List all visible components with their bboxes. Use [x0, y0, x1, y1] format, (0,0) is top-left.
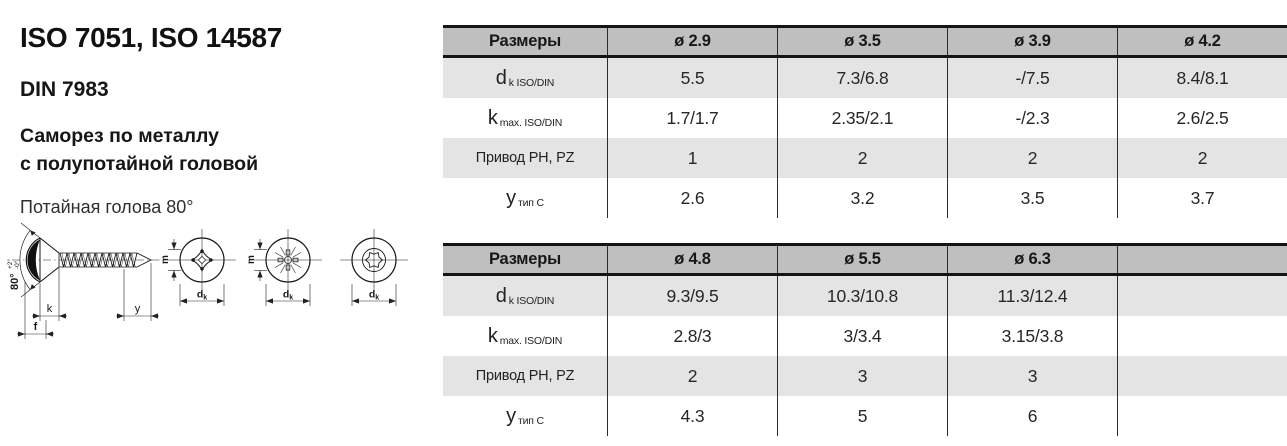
table-cell: 2.35/2.1 — [777, 98, 947, 138]
row-label-y: y тип C — [506, 404, 544, 428]
torx-head-view — [340, 229, 408, 306]
screw-drawing-svg: 80° +2° -0° k f y — [6, 222, 408, 339]
angle-label: 80° — [9, 273, 21, 290]
table-cell: 2.6/2.5 — [1117, 98, 1287, 138]
dim-label-dk-torx: dk — [369, 289, 379, 302]
table-1-header-d39: ø 3.9 — [947, 28, 1117, 55]
table-2-row-kmax: k max. ISO/DIN 2.8/3 3/3.4 3.15/3.8 — [443, 316, 1287, 356]
screw-technical-drawing: 80° +2° -0° k f y — [2, 220, 432, 380]
table-cell: -/7.5 — [947, 58, 1117, 98]
table-cell: 3.2 — [777, 178, 947, 218]
table-2-header-empty — [1117, 246, 1287, 273]
dim-label-m-pz: m — [246, 255, 257, 264]
table-cell: -/2.3 — [947, 98, 1117, 138]
head-angle-dimension — [19, 222, 60, 298]
table-cell — [1117, 356, 1287, 396]
table-cell: 3 — [777, 356, 947, 396]
angle-tolerance-plus: +2° — [6, 259, 14, 269]
table-cell — [1117, 276, 1287, 316]
table-cell: 1 — [607, 138, 777, 178]
table-1-header-d35: ø 3.5 — [777, 28, 947, 55]
row-label-y: y тип C — [506, 186, 544, 210]
row-label-drive: Привод PH, PZ — [475, 368, 575, 384]
table-2-row-drive: Привод PH, PZ 2 3 3 — [443, 356, 1287, 396]
head-type-note: Потайная голова 80° — [20, 197, 194, 218]
table-1-header-row: Размеры ø 2.9 ø 3.5 ø 3.9 ø 4.2 — [443, 25, 1287, 58]
table-2-header-sizes: Размеры — [488, 250, 562, 268]
ph-head-view — [168, 229, 236, 306]
table-cell: 2 — [947, 138, 1117, 178]
table-cell: 3.5 — [947, 178, 1117, 218]
row-label-kmax: k max. ISO/DIN — [487, 324, 563, 348]
table-1-row-kmax: k max. ISO/DIN 1.7/1.7 2.35/2.1 -/2.3 2.6… — [443, 98, 1287, 138]
angle-tolerance-minus: -0° — [13, 260, 21, 269]
description-line-1: Саморез по металлу — [20, 125, 219, 147]
table-cell: 2 — [777, 138, 947, 178]
din-standard: DIN 7983 — [20, 78, 109, 101]
row-label-drive: Привод PH, PZ — [475, 150, 575, 166]
table-cell: 11.3/12.4 — [947, 276, 1117, 316]
table-cell: 8.4/8.1 — [1117, 58, 1287, 98]
dim-label-dk-pz: dk — [283, 289, 293, 302]
dim-label-dk-ph: dk — [197, 289, 207, 302]
table-cell: 9.3/9.5 — [607, 276, 777, 316]
table-2-header-d63: ø 6.3 — [947, 246, 1117, 273]
table-cell: 4.3 — [607, 396, 777, 436]
row-label-kmax: k max. ISO/DIN — [487, 106, 563, 130]
pozidriv-recess-icon — [274, 246, 302, 274]
table-1-header-sizes: Размеры — [488, 32, 562, 50]
table-cell: 5.5 — [607, 58, 777, 98]
table-cell: 2 — [1117, 138, 1287, 178]
table-cell: 6 — [947, 396, 1117, 436]
table-1-row-y: y тип C 2.6 3.2 3.5 3.7 — [443, 178, 1287, 218]
table-cell: 3 — [947, 356, 1117, 396]
table-cell: 2 — [607, 356, 777, 396]
table-cell — [1117, 316, 1287, 356]
table-cell: 10.3/10.8 — [777, 276, 947, 316]
dim-label-k: k — [47, 303, 53, 315]
table-cell: 5 — [777, 396, 947, 436]
table-1-header-d29: ø 2.9 — [607, 28, 777, 55]
page-title: ISO 7051, ISO 14587 — [20, 22, 283, 53]
dimension-lines — [17, 263, 159, 339]
dim-label-m-ph: m — [160, 255, 171, 264]
product-description: Саморез по металлу с полупотайной голово… — [20, 123, 430, 178]
table-cell: 3/3.4 — [777, 316, 947, 356]
table-1-row-drive: Привод PH, PZ 1 2 2 2 — [443, 138, 1287, 178]
table-cell: 2.8/3 — [607, 316, 777, 356]
table-2-header-d55: ø 5.5 — [777, 246, 947, 273]
table-cell: 3.15/3.8 — [947, 316, 1117, 356]
table-cell: 1.7/1.7 — [607, 98, 777, 138]
table-cell: 3.7 — [1117, 178, 1287, 218]
screw-side-view — [12, 237, 162, 283]
description-line-2: с полупотайной головой — [20, 152, 259, 175]
dim-label-y: y — [135, 303, 141, 315]
table-2-row-y: y тип C 4.3 5 6 — [443, 396, 1287, 436]
pz-head-view — [254, 229, 322, 306]
table-cell: 7.3/6.8 — [777, 58, 947, 98]
dim-label-f: f — [34, 321, 38, 333]
product-info-panel: ISO 7051, ISO 14587 DIN 7983 Саморез по … — [20, 12, 430, 218]
torx-recess-icon — [364, 252, 384, 268]
table-1-header-d42: ø 4.2 — [1117, 28, 1287, 55]
table-cell: 2.6 — [607, 178, 777, 218]
table-cell — [1117, 396, 1287, 436]
table-2-header-row: Размеры ø 4.8 ø 5.5 ø 6.3 — [443, 243, 1287, 276]
table-2-header-d48: ø 4.8 — [607, 246, 777, 273]
